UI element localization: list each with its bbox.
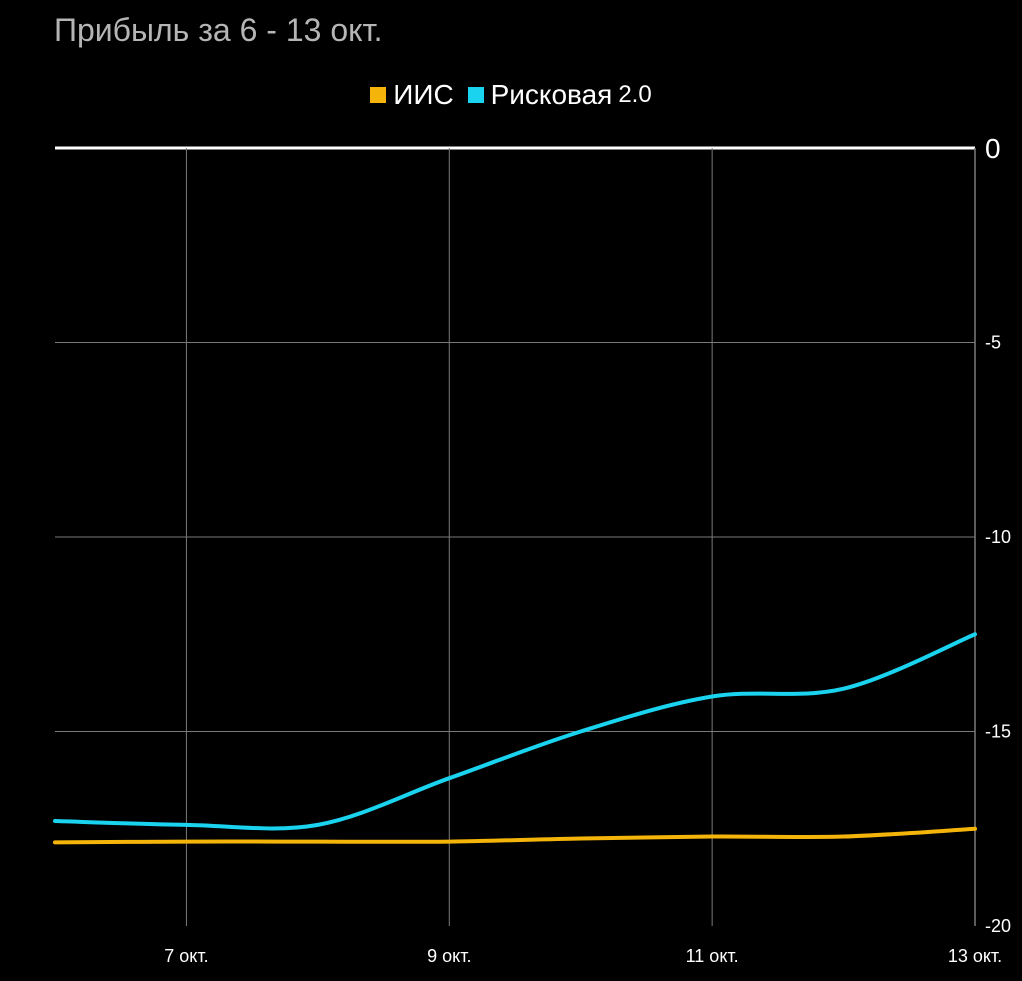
series-line-iis — [53, 826, 977, 845]
legend-swatch-riskovaya — [467, 87, 484, 103]
legend-item-riskovaya[interactable]: Рисковая 2.0 — [467, 79, 652, 111]
y-tick-label: -15 — [985, 722, 1011, 742]
x-tick-label: 11 окт. — [686, 946, 739, 966]
y-tick-label: -20 — [985, 916, 1011, 936]
legend-swatch-iis — [370, 87, 387, 103]
y-tick-label: -5 — [985, 333, 1001, 353]
y-tick-label: 0 — [985, 133, 1001, 164]
x-tick-label: 13 окт. — [948, 946, 1002, 966]
x-tick-label: 9 окт. — [427, 946, 471, 966]
legend-label-riskovaya: Рисковая — [490, 79, 613, 110]
legend-label-iis: ИИС — [393, 79, 454, 110]
y-tick-label: -10 — [985, 527, 1011, 547]
x-tick-label: 7 окт. — [164, 946, 208, 966]
series-line-riskovaya — [53, 632, 977, 831]
legend-suffix-riskovaya: 2.0 — [618, 81, 652, 108]
legend-item-iis[interactable]: ИИС — [370, 79, 454, 111]
legend: ИИС Рисковая 2.0 — [0, 78, 1022, 111]
chart-title: Прибыль за 6 - 13 окт. — [54, 12, 383, 48]
